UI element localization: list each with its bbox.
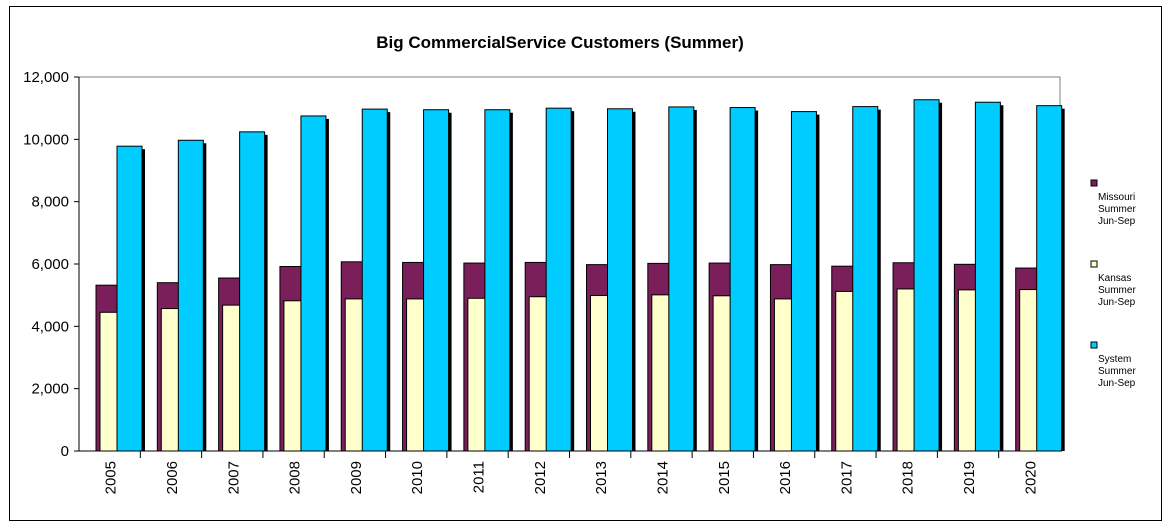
bar-shadow xyxy=(387,112,391,451)
x-tick-label: 2017 xyxy=(838,461,855,494)
legend-label: Summer xyxy=(1098,366,1136,377)
bar-shadow xyxy=(939,102,943,452)
x-tick-label: 2020 xyxy=(1022,461,1039,494)
y-tick-label: 2,000 xyxy=(31,381,69,398)
bar xyxy=(607,108,633,452)
x-tick-label: 2016 xyxy=(777,461,794,494)
bar-shadow xyxy=(509,112,513,451)
legend-swatch xyxy=(1090,179,1098,187)
y-tick-label: 12,000 xyxy=(23,69,69,86)
y-tick-label: 8,000 xyxy=(31,194,69,211)
bar-shadow xyxy=(632,111,636,451)
legend-label: Jun-Sep xyxy=(1098,216,1136,227)
bar xyxy=(729,107,756,452)
bar-shadow xyxy=(448,112,452,451)
y-tick-label: 6,000 xyxy=(31,256,69,273)
chart-title: Big CommercialService Customers (Summer) xyxy=(376,33,744,52)
legend-swatch xyxy=(1090,260,1098,268)
bar-shadow xyxy=(571,111,575,452)
bar-shadow xyxy=(264,134,268,451)
y-tick-label: 4,000 xyxy=(31,318,69,335)
bar-shadow xyxy=(1061,108,1065,451)
bar-shadow xyxy=(325,118,329,451)
bar-shadow xyxy=(142,149,145,451)
x-tick-label: 2008 xyxy=(287,461,304,494)
legend-label: Summer xyxy=(1098,204,1136,215)
y-tick-label: 10,000 xyxy=(23,131,69,148)
x-tick-label: 2005 xyxy=(103,461,120,494)
x-tick-label: 2010 xyxy=(409,461,426,494)
bar xyxy=(300,115,327,452)
bar-shadow xyxy=(693,109,697,452)
bar xyxy=(1036,105,1063,452)
bar-shadow xyxy=(755,110,759,451)
plot-area: 0 2,000 4,000 6,000 8,000 10,000 12,000 2005 200… xyxy=(23,69,1065,494)
legend-label: Jun-Sep xyxy=(1098,297,1136,308)
x-tick-label: 2015 xyxy=(716,461,733,494)
legend-label: System xyxy=(1098,354,1131,365)
legend-swatch xyxy=(1090,341,1098,349)
bar xyxy=(484,109,511,452)
x-tick-label: 2009 xyxy=(348,461,365,494)
legend-label: Kansas xyxy=(1098,273,1131,284)
bar xyxy=(668,106,695,452)
bar-shadow xyxy=(877,109,881,451)
x-tick-label: 2019 xyxy=(961,461,978,494)
bar-shadow xyxy=(1000,105,1004,452)
bar xyxy=(790,111,817,452)
x-tick-label: 2006 xyxy=(164,461,181,494)
bar xyxy=(974,101,1001,452)
bar xyxy=(116,145,143,452)
bar xyxy=(545,107,572,452)
bar-shadow xyxy=(816,114,820,451)
legend-label: Summer xyxy=(1098,285,1136,296)
legend: MissouriSummerJun-SepKansasSummerJun-Sep… xyxy=(1090,179,1136,389)
bar xyxy=(913,99,940,452)
x-tick-label: 2012 xyxy=(532,461,549,494)
bar xyxy=(177,139,204,452)
bar-shadow xyxy=(203,143,207,452)
x-tick-label: 2014 xyxy=(654,461,671,494)
bar xyxy=(423,109,450,452)
x-tick-label: 2013 xyxy=(593,461,610,494)
legend-label: Jun-Sep xyxy=(1098,378,1136,389)
x-tick-label: 2018 xyxy=(900,461,917,494)
bar xyxy=(852,106,879,452)
x-tick-label: 2011 xyxy=(471,461,488,493)
bar xyxy=(361,108,388,452)
legend-label: Missouri xyxy=(1098,192,1135,203)
bar xyxy=(239,131,266,452)
y-tick-label: 0 xyxy=(61,443,69,460)
x-tick-label: 2007 xyxy=(225,461,242,494)
